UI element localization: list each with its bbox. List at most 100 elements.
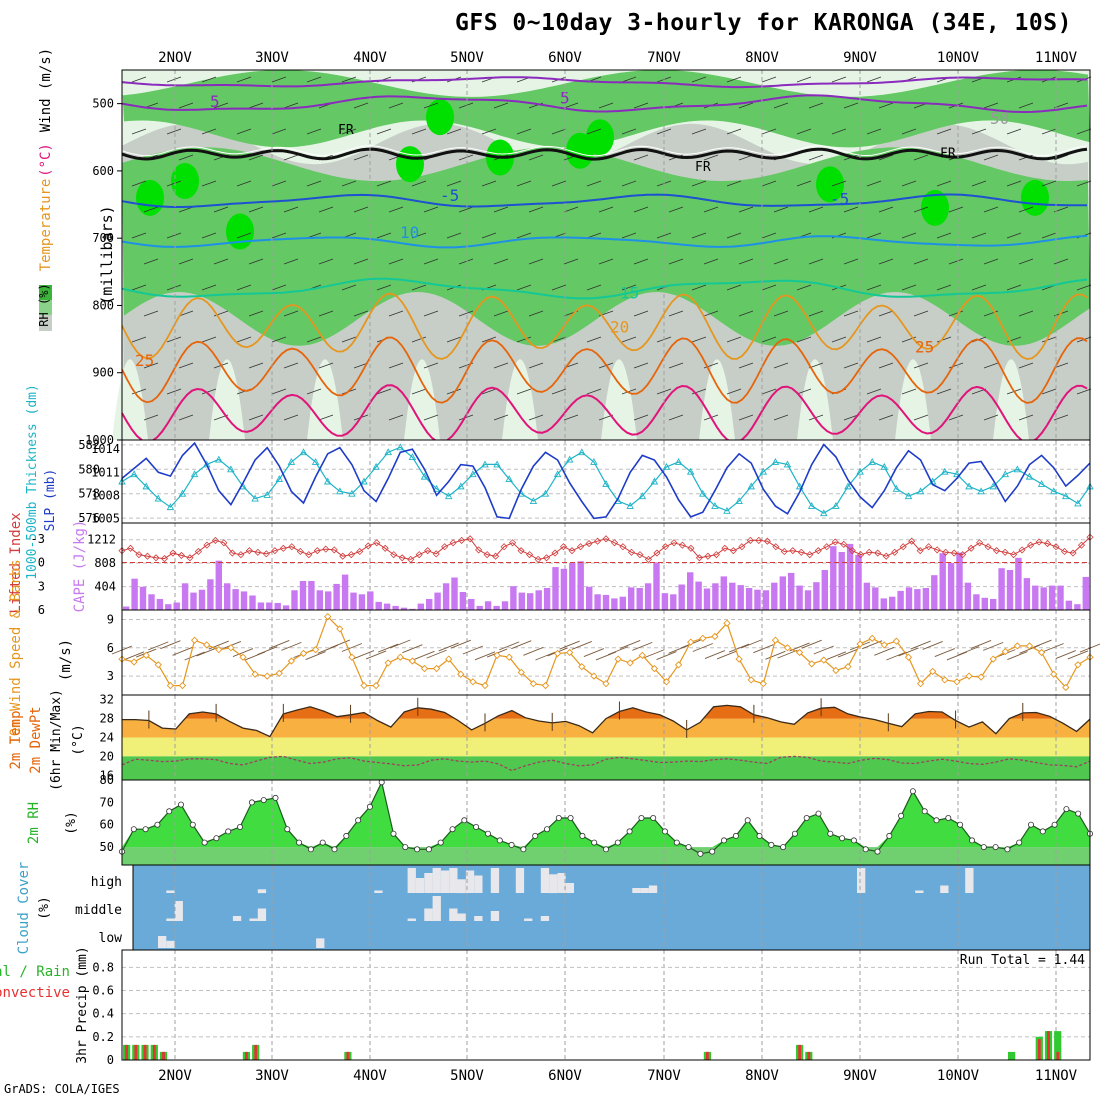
wind-speed-point-64 [892, 637, 901, 645]
cape-bar-48 [527, 593, 534, 610]
cape-bar-58 [611, 598, 618, 610]
date-label-bottom-0: 2NOV [158, 1068, 192, 1084]
wind-speed-point-43 [638, 651, 646, 659]
thickness-point-5 [178, 489, 187, 497]
lifted-tick-3: 6 [38, 603, 45, 617]
wind-barb [248, 206, 264, 213]
isotherm-magenta [121, 384, 1088, 444]
wind-barb [1053, 154, 1069, 161]
wind-barb [353, 102, 369, 109]
wind-barb [773, 206, 789, 213]
wind-barb [458, 310, 474, 317]
wind-barb [283, 414, 299, 421]
wind-barb [668, 310, 684, 317]
rh-moist-cell-2 [226, 213, 254, 250]
wind-speed-point-10 [239, 653, 247, 661]
wind-barb-10m-34 [523, 646, 544, 656]
cloud-cell-middle-47 [524, 918, 533, 921]
lifted-index-point-81 [806, 551, 814, 559]
lifted-index-point-108 [1035, 538, 1043, 546]
lifted-index-point-13 [228, 549, 236, 557]
wind-barb [738, 102, 754, 109]
thickness-point-18 [336, 487, 344, 495]
wind-speed-point-5 [178, 681, 187, 690]
rh-legend-swatch-1 [39, 300, 52, 316]
wind-barb [1041, 128, 1057, 135]
wind-barb [936, 388, 952, 395]
rh2m-point-37 [555, 815, 562, 822]
wind-barb [248, 102, 264, 109]
wind-barb [271, 76, 287, 83]
wind-barb [353, 310, 369, 317]
lifted-index-point-95 [925, 543, 933, 551]
wind-barb-10m-1 [123, 651, 145, 661]
wind-barb [248, 258, 264, 265]
wind-barb-10m-74 [1007, 651, 1028, 660]
rh-moist-cell-8 [816, 166, 844, 203]
lifted-index-point-1 [126, 544, 135, 552]
wind-barb [411, 336, 427, 343]
cape-bar-41 [468, 599, 475, 610]
cape-bar-66 [678, 584, 685, 610]
cape-bar-31 [383, 603, 391, 610]
cape-bar-42 [476, 605, 483, 610]
wind-barb-10m-77 [1043, 643, 1064, 652]
wind-barb [388, 310, 404, 317]
cape-bar-27 [350, 592, 357, 610]
cape-bar-33 [400, 607, 408, 610]
wind-barb [1041, 232, 1057, 239]
thickness-point-16 [311, 458, 320, 465]
wind-barb [528, 154, 544, 161]
wind-barb [901, 284, 917, 291]
rh2m-point-1 [130, 826, 137, 833]
isotherm-lightblue [121, 234, 1088, 249]
cape-bar-30 [375, 601, 382, 610]
rh2m-point-2 [142, 826, 149, 833]
wind-speed-point-2 [142, 651, 150, 659]
wind-barb [656, 232, 672, 239]
thickness-point-34 [529, 497, 538, 504]
temp-band-green [122, 756, 1090, 780]
cape-bar-99 [956, 552, 963, 610]
wind-barb [248, 362, 264, 369]
wind-speed-point-52 [747, 676, 755, 684]
temp2m-unit: (°C) [71, 724, 86, 755]
isotherm-purple-top [121, 76, 1088, 89]
wind-speed-point-29 [469, 678, 477, 686]
rh2m-point-26 [425, 846, 432, 853]
wind-barb [458, 154, 474, 161]
wind-barb [691, 232, 707, 239]
lifted-index-point-37 [432, 550, 440, 558]
lifted-index-point-40 [458, 536, 466, 544]
wind-barb [423, 414, 439, 421]
precip-conv-bar-73 [798, 1044, 801, 1060]
thickness-point-77 [1049, 487, 1058, 495]
date-label-top-9: 11NOV [1035, 50, 1078, 66]
wind-barb [166, 76, 182, 83]
cape-bar-46 [510, 586, 517, 610]
rh2m-point-39 [579, 832, 586, 839]
wind-barb [271, 336, 287, 343]
thickness-point-40 [602, 480, 610, 487]
cloud-label-middle: middle [75, 903, 122, 918]
temp-unit-title: (°C) [38, 143, 54, 177]
cape-bar-97 [939, 553, 946, 610]
rh2m-point-32 [496, 837, 503, 844]
rh2m-point-53 [744, 817, 751, 824]
wind-barb [318, 258, 334, 265]
wind-barb [306, 388, 322, 395]
wind-barb-10m-50 [716, 650, 738, 660]
rh2m-point-36 [544, 826, 551, 833]
pressure-label-5: 1000 [85, 433, 114, 447]
lifted-index-point-56 [593, 537, 602, 545]
wind-barb-10m-60 [837, 648, 859, 658]
wind-barb-10m-51 [728, 643, 750, 653]
thickness-point-20 [360, 477, 368, 485]
wind-barb [551, 388, 567, 395]
wind-barb [726, 284, 742, 291]
wind-barb [1076, 284, 1092, 291]
precip-tick-3: 0.6 [92, 984, 114, 998]
wind-barb [621, 232, 637, 239]
lifted-index-point-85 [840, 540, 848, 548]
wind-barb [831, 180, 847, 187]
